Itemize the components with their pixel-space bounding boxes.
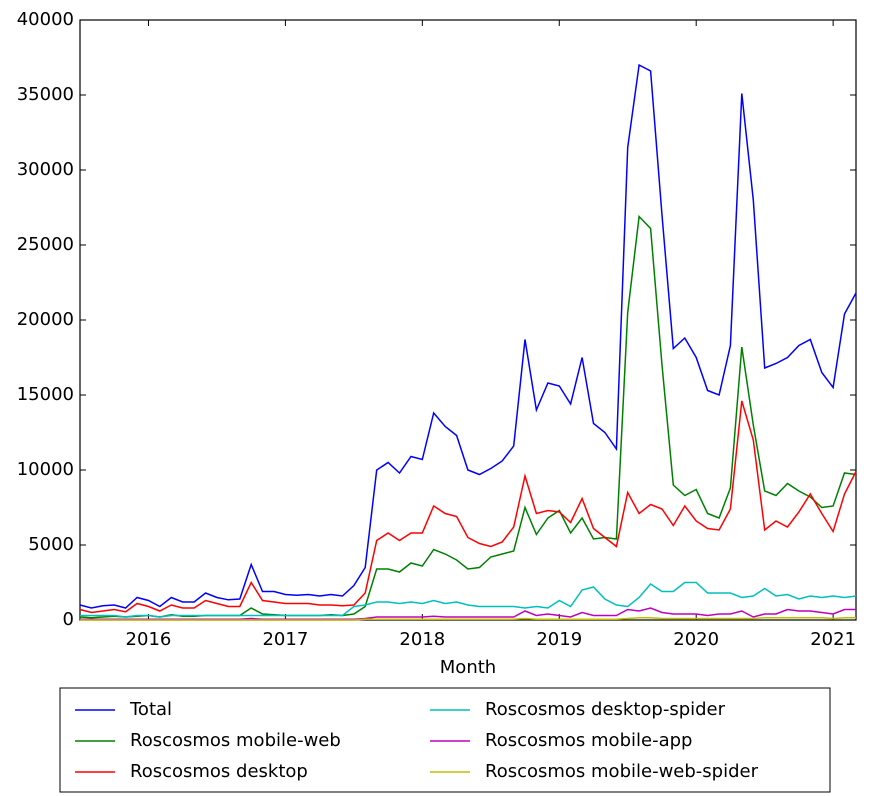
x-tick-label: 2016: [126, 629, 172, 650]
y-tick-label: 10000: [17, 459, 74, 480]
legend-label: Roscosmos desktop: [130, 761, 308, 782]
y-tick-label: 15000: [17, 384, 74, 405]
y-tick-label: 40000: [17, 9, 74, 30]
legend-label: Roscosmos mobile-web: [130, 730, 341, 751]
x-tick-label: 2019: [536, 629, 582, 650]
legend-box: [59, 687, 831, 793]
x-axis-label: Month: [440, 657, 496, 678]
y-tick-label: 25000: [17, 234, 74, 255]
legend-label: Total: [129, 699, 172, 720]
x-tick-label: 2020: [673, 629, 719, 650]
y-tick-label: 0: [63, 609, 74, 630]
y-tick-label: 30000: [17, 159, 74, 180]
series-line: [79, 400, 857, 614]
legend-label: Roscosmos mobile-web-spider: [485, 761, 759, 782]
x-tick-label: 2018: [399, 629, 445, 650]
plot-frame: [79, 19, 857, 621]
x-tick-label: 2021: [810, 629, 856, 650]
x-tick-label: 2017: [262, 629, 308, 650]
series-line: [80, 617, 856, 621]
series-line: [79, 63, 857, 609]
series-line: [80, 581, 857, 618]
series-line: [80, 607, 856, 621]
y-tick-label: 5000: [28, 534, 74, 555]
y-tick-label: 35000: [17, 84, 74, 105]
legend-label: Roscosmos mobile-app: [485, 730, 692, 751]
legend-label: Roscosmos desktop-spider: [485, 699, 726, 720]
y-tick-label: 20000: [17, 309, 74, 330]
